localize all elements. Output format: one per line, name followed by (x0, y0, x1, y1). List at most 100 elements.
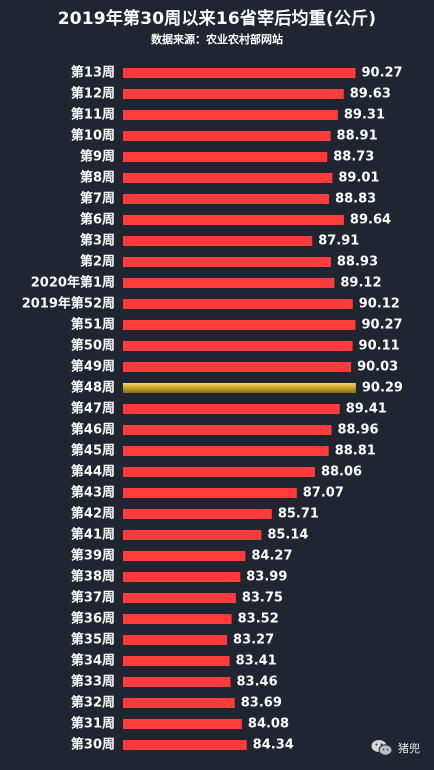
bar (123, 404, 340, 414)
bar (123, 341, 353, 351)
wechat-icon (371, 739, 393, 757)
value-label: 87.91 (318, 234, 359, 249)
value-label: 88.81 (335, 444, 376, 459)
bar (123, 299, 353, 309)
value-label: 83.27 (233, 633, 274, 648)
value-label: 83.75 (242, 591, 283, 606)
value-label: 83.99 (246, 570, 287, 585)
category-label: 第13周 (71, 65, 115, 81)
bar (123, 194, 330, 204)
value-label: 89.01 (338, 171, 379, 186)
value-label: 84.08 (248, 717, 289, 732)
bar (123, 278, 335, 288)
bar (123, 110, 338, 120)
bar (123, 362, 352, 372)
watermark: 猪兜 (371, 739, 420, 757)
category-label: 第12周 (71, 86, 115, 102)
bar (123, 488, 297, 498)
bar (123, 740, 247, 750)
value-label: 89.63 (350, 87, 391, 102)
chart-title: 2019年第30周以来16省宰后均重(公斤) (57, 9, 377, 29)
bar (123, 530, 262, 540)
bar (123, 257, 331, 267)
bar (123, 656, 230, 666)
value-label: 85.14 (267, 528, 308, 543)
category-label: 第43周 (71, 485, 115, 501)
value-label: 90.27 (361, 66, 402, 81)
category-label: 第33周 (71, 674, 115, 690)
value-label: 84.34 (253, 738, 294, 753)
bar (123, 593, 236, 603)
bar (123, 173, 333, 183)
bar (123, 677, 231, 687)
category-label: 第10周 (71, 128, 115, 144)
category-label: 第6周 (80, 212, 115, 228)
value-label: 83.41 (236, 654, 277, 669)
value-label: 90.12 (359, 297, 400, 312)
value-label: 89.64 (350, 213, 391, 228)
bar (123, 509, 272, 519)
bar (123, 68, 356, 78)
value-label: 90.27 (361, 318, 402, 333)
value-label: 83.46 (237, 675, 278, 690)
category-label: 第37周 (71, 590, 115, 606)
value-label: 88.06 (321, 465, 362, 480)
category-label: 第34周 (71, 653, 115, 669)
value-label: 90.03 (357, 360, 398, 375)
bar (123, 89, 344, 99)
category-label: 第36周 (71, 611, 115, 627)
highlighted-bar (123, 383, 356, 393)
bar (123, 446, 329, 456)
value-label: 89.12 (340, 276, 381, 291)
category-label: 第32周 (71, 695, 115, 711)
watermark-text: 猪兜 (398, 742, 420, 755)
value-label: 88.91 (337, 129, 378, 144)
value-label: 88.73 (333, 150, 374, 165)
bar (123, 425, 332, 435)
bar (123, 236, 313, 246)
category-label: 第46周 (71, 422, 115, 438)
category-label: 第45周 (71, 443, 115, 459)
bar (123, 572, 241, 582)
value-label: 85.71 (278, 507, 319, 522)
value-label: 83.52 (238, 612, 279, 627)
bar (123, 698, 235, 708)
category-label: 第51周 (71, 317, 115, 333)
bar (123, 152, 328, 162)
value-label: 87.07 (303, 486, 344, 501)
value-label: 88.96 (337, 423, 378, 438)
category-label: 第2周 (80, 254, 115, 270)
bar (123, 467, 315, 477)
bar (123, 131, 331, 141)
category-label: 第42周 (71, 506, 115, 522)
category-label: 第35周 (71, 632, 115, 648)
value-label: 83.69 (241, 696, 282, 711)
value-label: 84.27 (251, 549, 292, 564)
bar (123, 551, 246, 561)
value-label: 90.11 (359, 339, 400, 354)
value-label: 90.29 (362, 381, 403, 396)
category-label: 第3周 (80, 233, 115, 249)
category-label: 第44周 (71, 464, 115, 480)
category-label: 第30周 (71, 737, 115, 753)
bar (123, 215, 344, 225)
value-label: 89.41 (346, 402, 387, 417)
category-label: 第8周 (80, 170, 115, 186)
category-label: 第47周 (71, 401, 115, 417)
category-label: 第39周 (71, 548, 115, 564)
category-label: 第7周 (80, 191, 115, 207)
category-label: 2019年第52周 (22, 296, 115, 312)
value-label: 89.31 (344, 108, 385, 123)
bar (123, 614, 232, 624)
category-label: 第41周 (71, 527, 115, 543)
category-label: 第11周 (71, 107, 115, 123)
bar (123, 719, 242, 729)
category-label: 第31周 (71, 716, 115, 732)
bar (123, 320, 356, 330)
value-label: 88.83 (335, 192, 376, 207)
bar (123, 635, 228, 645)
category-label: 2020年第1周 (31, 275, 115, 291)
category-label: 第9周 (80, 149, 115, 165)
category-label: 第38周 (71, 569, 115, 585)
